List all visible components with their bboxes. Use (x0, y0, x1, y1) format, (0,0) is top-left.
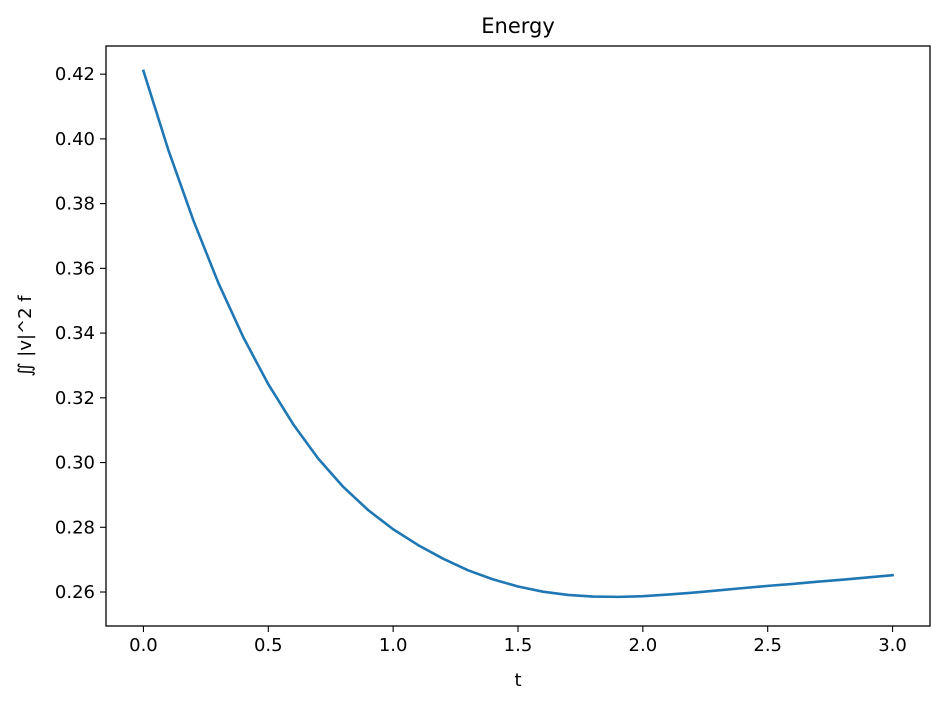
x-axis-label: t (514, 670, 521, 691)
x-tick-label: 0.5 (254, 635, 283, 656)
y-tick-label: 0.30 (55, 453, 95, 474)
x-tick-label: 0.0 (129, 635, 158, 656)
x-tick-label: 1.5 (504, 635, 533, 656)
y-tick-label: 0.34 (55, 323, 95, 344)
y-tick-label: 0.32 (55, 388, 95, 409)
y-tick-label: 0.36 (55, 258, 95, 279)
series-line-0 (141, 69, 894, 599)
x-tick-label: 2.5 (753, 635, 782, 656)
y-axis-label: ∬ |v|^2 f (15, 295, 36, 377)
y-tick-label: 0.26 (55, 582, 95, 603)
chart-title: Energy (481, 14, 555, 38)
x-tick-label: 1.0 (379, 635, 408, 656)
axes-frame (105, 45, 931, 627)
plot-area: 0.0 0.5 1.0 1.5 2.0 2.5 3.0 0.26 0.28 0.30 0.32 0.3… (55, 45, 931, 656)
x-tick-label: 3.0 (878, 635, 907, 656)
x-tick-label: 2.0 (629, 635, 658, 656)
y-tick-label: 0.38 (55, 194, 95, 215)
y-tick-label: 0.42 (55, 64, 95, 85)
y-tick-label: 0.28 (55, 517, 95, 538)
y-tick-label: 0.40 (55, 129, 95, 150)
